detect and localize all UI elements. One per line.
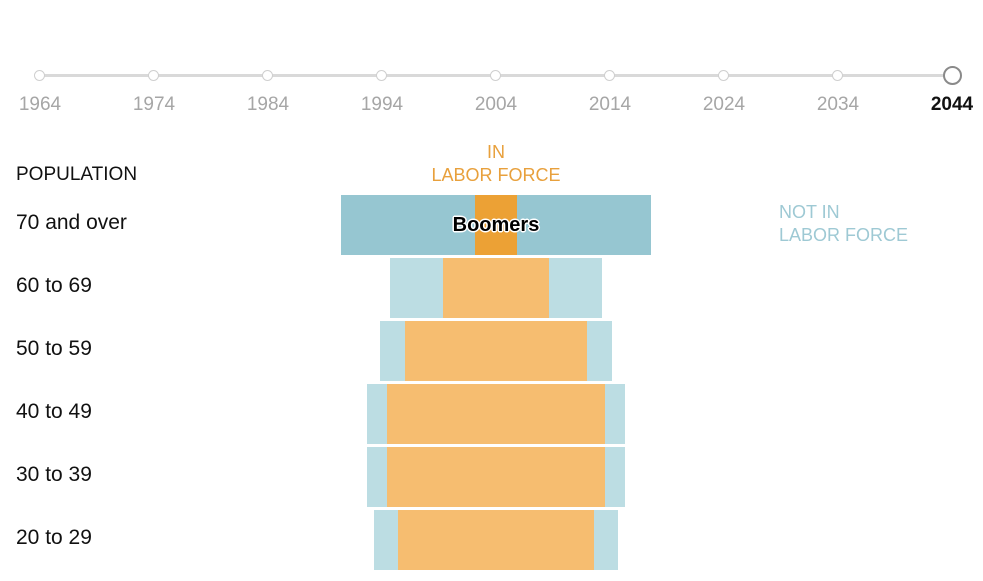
timeline-dot-1974[interactable] bbox=[148, 70, 159, 81]
age-group-label-30-to-39: 30 to 39 bbox=[16, 463, 92, 486]
age-group-label-70-and-over: 70 and over bbox=[16, 211, 127, 234]
timeline-dot-2044[interactable] bbox=[942, 66, 962, 85]
in-labor-force-legend-line1: IN bbox=[487, 142, 505, 162]
not-in-labor-force-legend-line1: NOT IN bbox=[779, 202, 840, 222]
bar-in-labor-force-70-and-over[interactable] bbox=[474, 195, 517, 255]
bar-not-in-labor-force-50-to-59[interactable] bbox=[379, 321, 613, 381]
population-header: POPULATION bbox=[16, 164, 138, 185]
bar-in-labor-force-50-to-59[interactable] bbox=[404, 321, 587, 381]
bar-in-labor-force-20-to-29[interactable] bbox=[397, 510, 594, 570]
timeline-dot-2014[interactable] bbox=[604, 70, 615, 81]
age-group-label-60-to-69: 60 to 69 bbox=[16, 274, 92, 297]
timeline-year-2044[interactable]: 2044 bbox=[930, 94, 974, 115]
timeline-year-2004[interactable]: 2004 bbox=[474, 94, 518, 115]
age-group-label-40-to-49: 40 to 49 bbox=[16, 400, 92, 423]
year-timeline: 1964 1974 1984 1994 2004 2014 2024 2034 2044 bbox=[0, 0, 983, 130]
timeline-year-1994[interactable]: 1994 bbox=[360, 94, 404, 115]
bar-not-in-labor-force-70-and-over[interactable]: Boomers bbox=[340, 195, 652, 255]
timeline-year-2014[interactable]: 2014 bbox=[588, 94, 632, 115]
bar-not-in-labor-force-20-to-29[interactable] bbox=[374, 510, 618, 570]
bar-not-in-labor-force-60-to-69[interactable] bbox=[389, 258, 603, 318]
timeline-year-1984[interactable]: 1984 bbox=[246, 94, 290, 115]
age-group-label-20-to-29: 20 to 29 bbox=[16, 526, 92, 549]
timeline-year-2024[interactable]: 2024 bbox=[702, 94, 746, 115]
bar-not-in-labor-force-40-to-49[interactable] bbox=[367, 384, 625, 444]
timeline-dot-1984[interactable] bbox=[262, 70, 273, 81]
age-group-label-50-to-59: 50 to 59 bbox=[16, 337, 92, 360]
in-labor-force-legend-line2: LABOR FORCE bbox=[431, 165, 561, 185]
timeline-dot-2024[interactable] bbox=[718, 70, 729, 81]
not-in-labor-force-legend-line2: LABOR FORCE bbox=[779, 225, 909, 245]
bar-not-in-labor-force-30-to-39[interactable] bbox=[367, 447, 625, 507]
timeline-dot-2004[interactable] bbox=[490, 70, 501, 81]
timeline-dot-1994[interactable] bbox=[376, 70, 387, 81]
bar-in-labor-force-40-to-49[interactable] bbox=[386, 384, 606, 444]
generation-tag: Boomers bbox=[452, 213, 540, 236]
timeline-year-1964[interactable]: 1964 bbox=[18, 94, 62, 115]
bar-in-labor-force-60-to-69[interactable] bbox=[442, 258, 550, 318]
timeline-year-1974[interactable]: 1974 bbox=[132, 94, 176, 115]
not-in-labor-force-legend: NOT IN LABOR FORCE bbox=[779, 201, 908, 247]
timeline-year-2034[interactable]: 2034 bbox=[816, 94, 860, 115]
bar-in-labor-force-30-to-39[interactable] bbox=[386, 447, 606, 507]
timeline-dot-1964[interactable] bbox=[34, 70, 45, 81]
timeline-dot-2034[interactable] bbox=[832, 70, 843, 81]
in-labor-force-legend: IN LABOR FORCE bbox=[396, 141, 596, 187]
